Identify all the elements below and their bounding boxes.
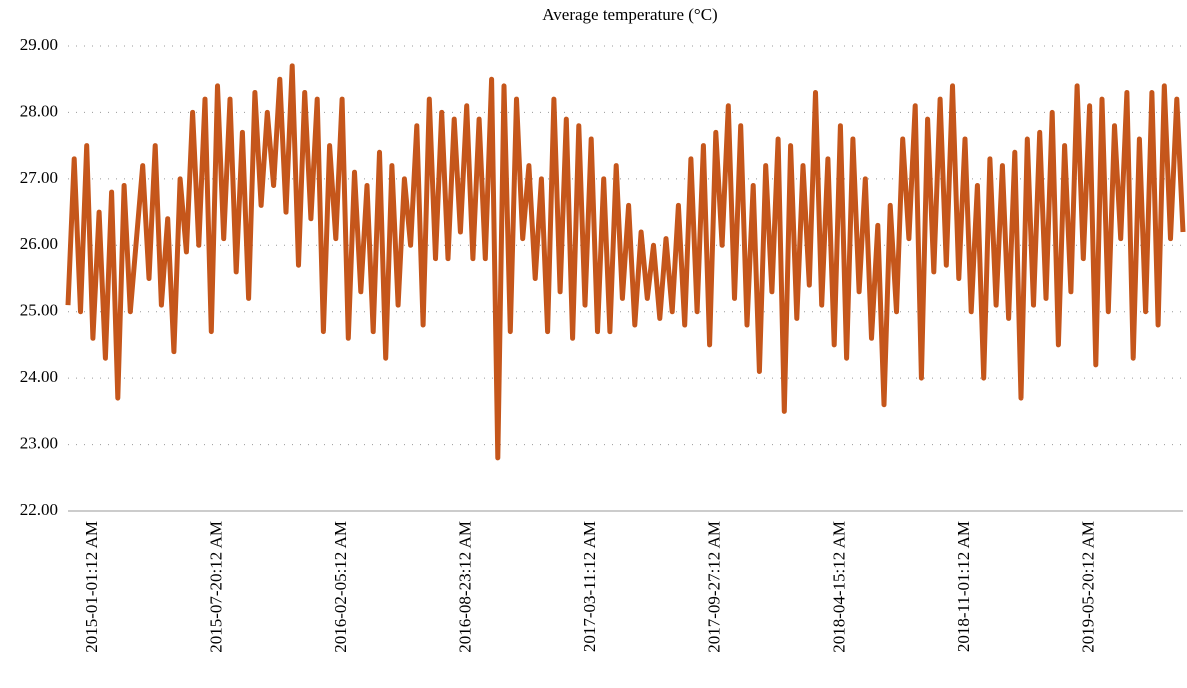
x-tick-label: 2015-07-20:12 AM bbox=[206, 521, 225, 653]
y-tick-label: 29.00 bbox=[20, 35, 58, 54]
y-tick-label: 28.00 bbox=[20, 101, 58, 120]
x-tick-label: 2016-02-05:12 AM bbox=[331, 521, 350, 653]
x-tick-label: 2016-08-23:12 AM bbox=[456, 521, 475, 653]
y-tick-label: 22.00 bbox=[20, 500, 58, 519]
y-tick-label: 24.00 bbox=[20, 367, 58, 386]
x-tick-label: 2019-05-20:12 AM bbox=[1078, 521, 1097, 653]
temperature-line bbox=[65, 63, 1186, 461]
x-tick-label: 2017-03-11:12 AM bbox=[580, 521, 599, 652]
x-tick-label: 2015-01-01:12 AM bbox=[82, 521, 101, 653]
chart-title: Average temperature (°C) bbox=[542, 5, 717, 24]
y-tick-label: 26.00 bbox=[20, 234, 58, 253]
y-tick-label: 23.00 bbox=[20, 433, 58, 452]
y-tick-label: 25.00 bbox=[20, 301, 58, 320]
x-tick-label: 2017-09-27:12 AM bbox=[705, 521, 724, 653]
y-tick-label: 27.00 bbox=[20, 168, 58, 187]
x-tick-label: 2018-11-01:12 AM bbox=[954, 521, 973, 652]
x-tick-label: 2018-04-15:12 AM bbox=[829, 521, 848, 653]
